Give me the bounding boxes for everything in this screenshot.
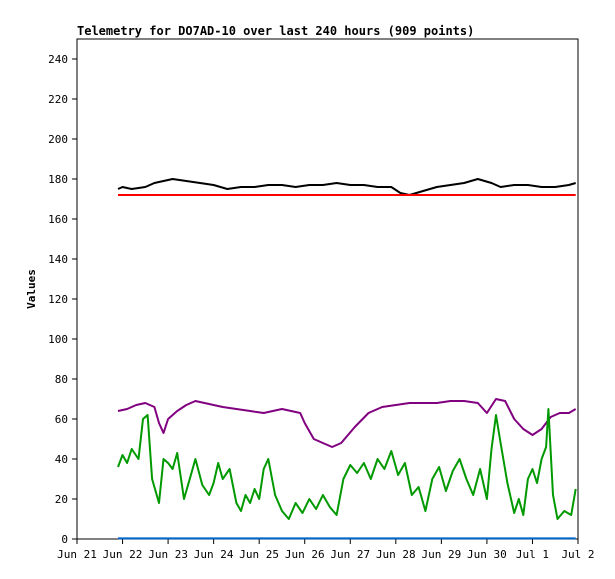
series-line-2 [117, 398, 577, 448]
x-tick-label: Jun 26 [285, 548, 325, 561]
series-line-0 [117, 178, 576, 196]
x-tick-label: Jun 23 [148, 548, 188, 561]
x-tick-label: Jun 25 [239, 548, 279, 561]
x-tick-label: Jun 24 [194, 548, 234, 561]
y-tick-label: 120 [48, 293, 68, 306]
y-axis: 0 20 40 60 80 100 120 140 160 180 200 220 240 [48, 53, 77, 546]
y-axis-label: Values [25, 269, 38, 309]
x-tick-label: Jun 21 [57, 548, 97, 561]
y-tick-label: 240 [48, 53, 68, 66]
y-tick-label: 20 [55, 493, 68, 506]
series-group [117, 178, 577, 540]
y-tick-label: 200 [48, 133, 68, 146]
y-tick-label: 160 [48, 213, 68, 226]
y-tick-label: 80 [55, 373, 68, 386]
x-tick-label: Jun 28 [376, 548, 416, 561]
y-tick-label: 40 [55, 453, 68, 466]
x-tick-label: Jun 29 [421, 548, 461, 561]
chart-title: Telemetry for DO7AD-10 over last 240 hou… [77, 24, 474, 38]
x-tick-label: Jun 30 [467, 548, 507, 561]
y-tick-label: 140 [48, 253, 68, 266]
y-tick-label: 220 [48, 93, 68, 106]
y-tick-label: 0 [61, 533, 68, 546]
x-tick-label: Jul 2 [561, 548, 594, 561]
y-tick-label: 100 [48, 333, 68, 346]
y-tick-label: 180 [48, 173, 68, 186]
y-tick-label: 60 [55, 413, 68, 426]
series-line-3 [117, 408, 577, 520]
x-tick-label: Jun 22 [103, 548, 143, 561]
x-axis: Jun 21 Jun 22 Jun 23 Jun 24 Jun 25 Jun 26 Jun … [57, 539, 595, 561]
x-tick-label: Jul 1 [516, 548, 549, 561]
x-tick-label: Jun 27 [330, 548, 370, 561]
